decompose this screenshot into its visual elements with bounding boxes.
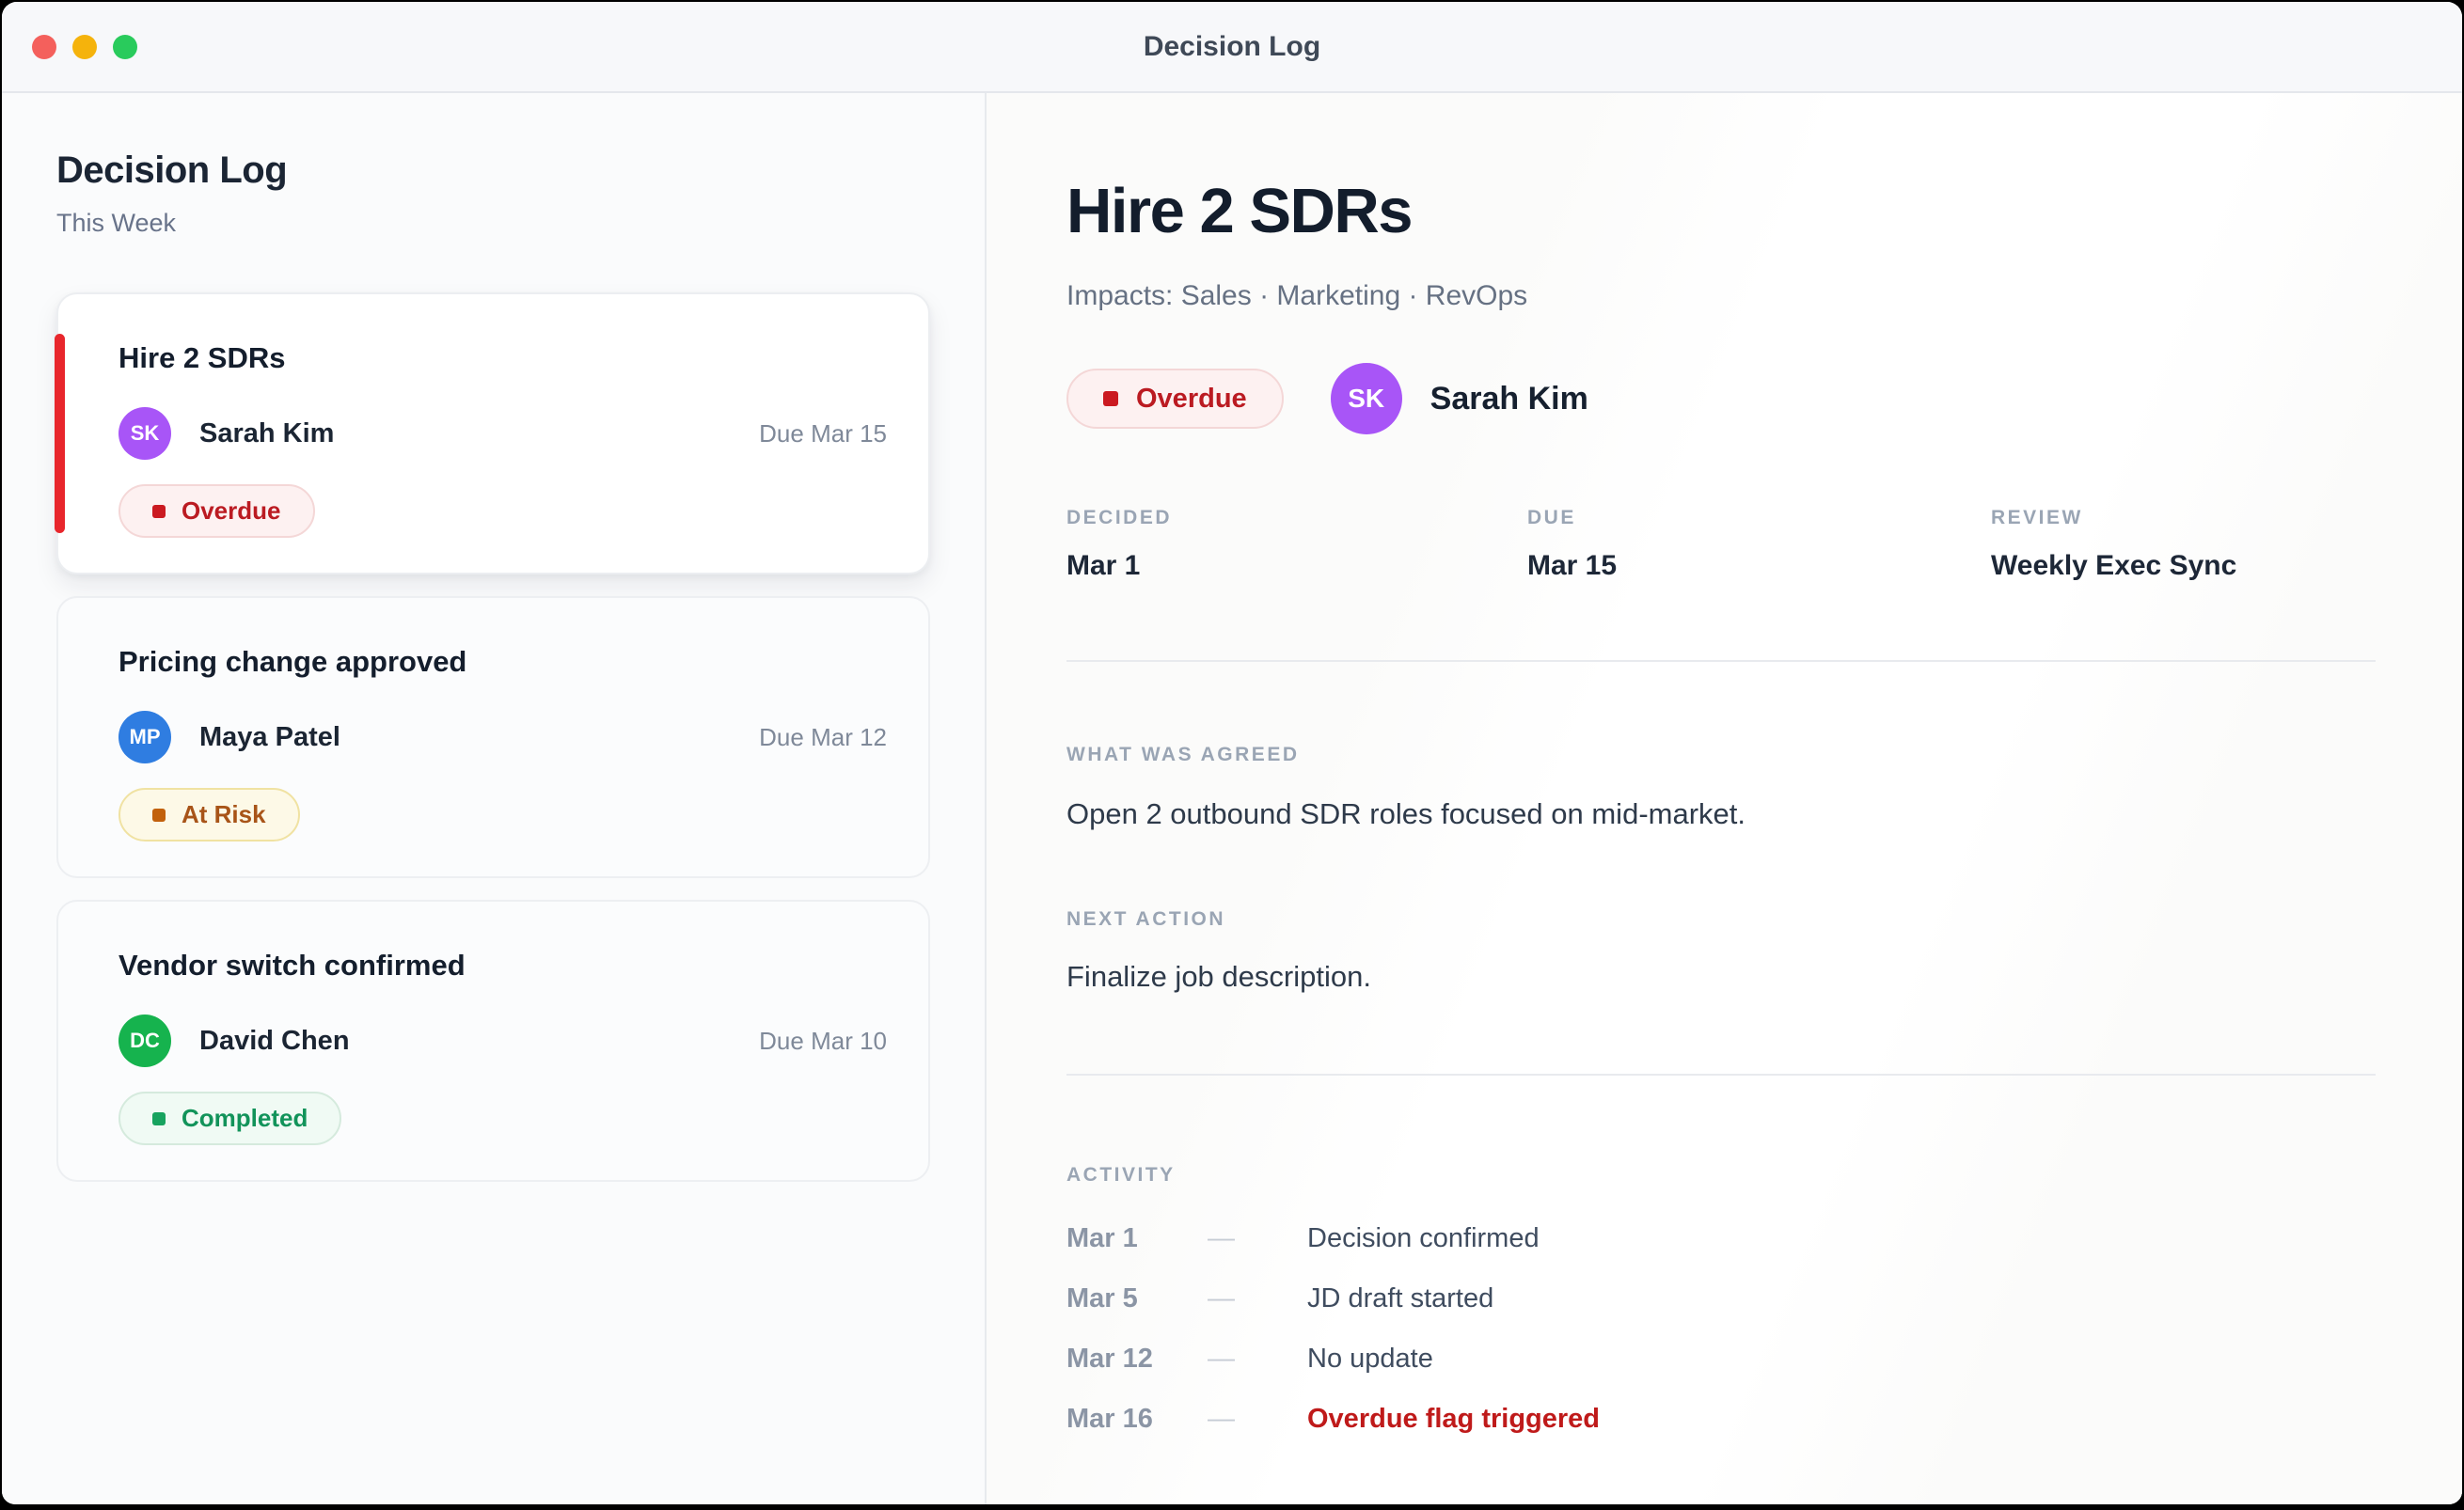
status-bullet-icon (152, 504, 166, 518)
activity-text: Overdue flag triggered (1307, 1403, 1601, 1434)
card-due-date: Due Mar 12 (759, 722, 887, 751)
activity-date: Mar 1 (1066, 1223, 1138, 1254)
status-label: Completed (182, 1104, 308, 1132)
next-action-text: Finalize job description. (1066, 959, 1371, 993)
decision-card-vendor-switch[interactable]: Vendor switch confirmed DC David Chen Du… (56, 900, 930, 1182)
meta-value: Mar 15 (1527, 550, 1618, 582)
meta-review: REVIEW Weekly Exec Sync (1991, 506, 2376, 582)
activity-label: ACTIVITY (1066, 1163, 1176, 1186)
agreed-label: WHAT WAS AGREED (1066, 744, 1300, 766)
overdue-accent-bar (55, 334, 65, 533)
status-bullet-icon (152, 1111, 166, 1125)
activity-date: Mar 12 (1066, 1343, 1153, 1374)
dash-separator: — (1208, 1343, 1235, 1374)
meta-value: Weekly Exec Sync (1991, 550, 2237, 582)
detail-title: Hire 2 SDRs (1066, 176, 1414, 246)
decision-card-hire-2-sdrs[interactable]: Hire 2 SDRs SK Sarah Kim Due Mar 15 Over… (55, 292, 930, 574)
meta-decided: DECIDED Mar 1 (1066, 506, 1527, 582)
meta-label: DECIDED (1066, 507, 1173, 528)
status-bullet-icon (152, 808, 166, 822)
status-label: At Risk (182, 800, 266, 828)
card-due-date: Due Mar 10 (759, 1026, 887, 1055)
dash-separator: — (1208, 1223, 1235, 1254)
meta-due: DUE Mar 15 (1527, 506, 1991, 582)
decision-card-pricing-change[interactable]: Pricing change approved MP Maya Patel Du… (56, 596, 930, 878)
card-due-date: Due Mar 15 (759, 418, 887, 448)
dash-separator: — (1208, 1403, 1235, 1434)
meta-label: REVIEW (1991, 507, 2083, 528)
content-area: Decision Log This Week Hire 2 SDRs SK Sa… (2, 93, 2462, 1504)
status-bullet-icon (1103, 391, 1118, 406)
activity-row: Mar 12 — No update (1066, 1343, 2376, 1376)
detail-owner-row: Overdue SK Sarah Kim (1066, 363, 2376, 434)
dash-separator: — (1208, 1282, 1235, 1313)
card-owner-row: MP Maya Patel Due Mar 12 (118, 711, 887, 763)
decision-card-list: Hire 2 SDRs SK Sarah Kim Due Mar 15 Over… (55, 292, 930, 1182)
avatar: DC (118, 1015, 171, 1067)
activity-date: Mar 5 (1066, 1282, 1138, 1313)
sidebar: Decision Log This Week Hire 2 SDRs SK Sa… (2, 93, 987, 1504)
detail-owner-name: Sarah Kim (1429, 380, 1588, 417)
next-action-label: NEXT ACTION (1066, 907, 1226, 930)
detail-panel: Hire 2 SDRs Impacts: Sales · Marketing ·… (987, 93, 2462, 1504)
activity-date: Mar 16 (1066, 1403, 1153, 1434)
close-icon[interactable] (32, 34, 56, 59)
card-owner-row: DC David Chen Due Mar 10 (118, 1015, 887, 1067)
status-label: Overdue (1136, 383, 1247, 414)
maximize-icon[interactable] (113, 34, 137, 59)
window-title: Decision Log (1143, 30, 1321, 62)
activity-row: Mar 1 — Decision confirmed (1066, 1222, 2376, 1255)
avatar: SK (118, 407, 171, 460)
activity-text: Decision confirmed (1307, 1223, 1540, 1254)
card-title: Hire 2 SDRs (118, 341, 286, 374)
card-owner: Sarah Kim (199, 417, 335, 448)
window-controls (32, 2, 137, 91)
avatar: SK (1330, 363, 1402, 434)
sidebar-subtitle: This Week (56, 209, 177, 237)
status-label: Overdue (182, 496, 281, 525)
status-badge: At Risk (118, 788, 300, 842)
activity-row: Mar 5 — JD draft started (1066, 1282, 2376, 1315)
status-badge: Overdue (1066, 369, 1284, 429)
agreed-text: Open 2 outbound SDR roles focused on mid… (1066, 797, 1745, 831)
meta-value: Mar 1 (1066, 550, 1141, 582)
activity-text: JD draft started (1307, 1282, 1494, 1313)
status-badge: Overdue (118, 484, 315, 538)
divider (1066, 660, 2376, 663)
card-owner: Maya Patel (199, 721, 340, 752)
activity-row-alert: Mar 16 — Overdue flag triggered (1066, 1403, 2376, 1436)
avatar: MP (118, 711, 171, 763)
meta-row: DECIDED Mar 1 DUE Mar 15 REVIEW Weekly E… (1066, 506, 2376, 582)
divider (1066, 1073, 2376, 1076)
sidebar-title: Decision Log (56, 149, 288, 191)
status-badge: Completed (118, 1092, 342, 1145)
card-title: Vendor switch confirmed (118, 949, 466, 982)
minimize-icon[interactable] (72, 34, 97, 59)
titlebar: Decision Log (2, 2, 2462, 93)
card-owner-row: SK Sarah Kim Due Mar 15 (118, 407, 887, 460)
card-owner: David Chen (199, 1025, 350, 1056)
activity-list: Mar 1 — Decision confirmed Mar 5 — JD dr… (1066, 1222, 2376, 1435)
card-title: Pricing change approved (118, 645, 467, 678)
meta-label: DUE (1527, 507, 1576, 528)
activity-text: No update (1307, 1343, 1433, 1374)
impacts-line: Impacts: Sales · Marketing · RevOps (1066, 280, 1528, 311)
